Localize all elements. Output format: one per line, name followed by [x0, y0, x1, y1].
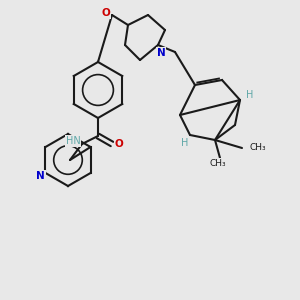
Text: O: O [115, 139, 123, 149]
Text: N: N [36, 171, 45, 181]
Text: HN: HN [66, 136, 80, 146]
Text: H: H [181, 138, 189, 148]
Text: N: N [157, 48, 165, 58]
Text: O: O [102, 8, 110, 18]
Text: CH₃: CH₃ [249, 143, 266, 152]
Text: H: H [246, 90, 254, 100]
Text: CH₃: CH₃ [210, 158, 226, 167]
